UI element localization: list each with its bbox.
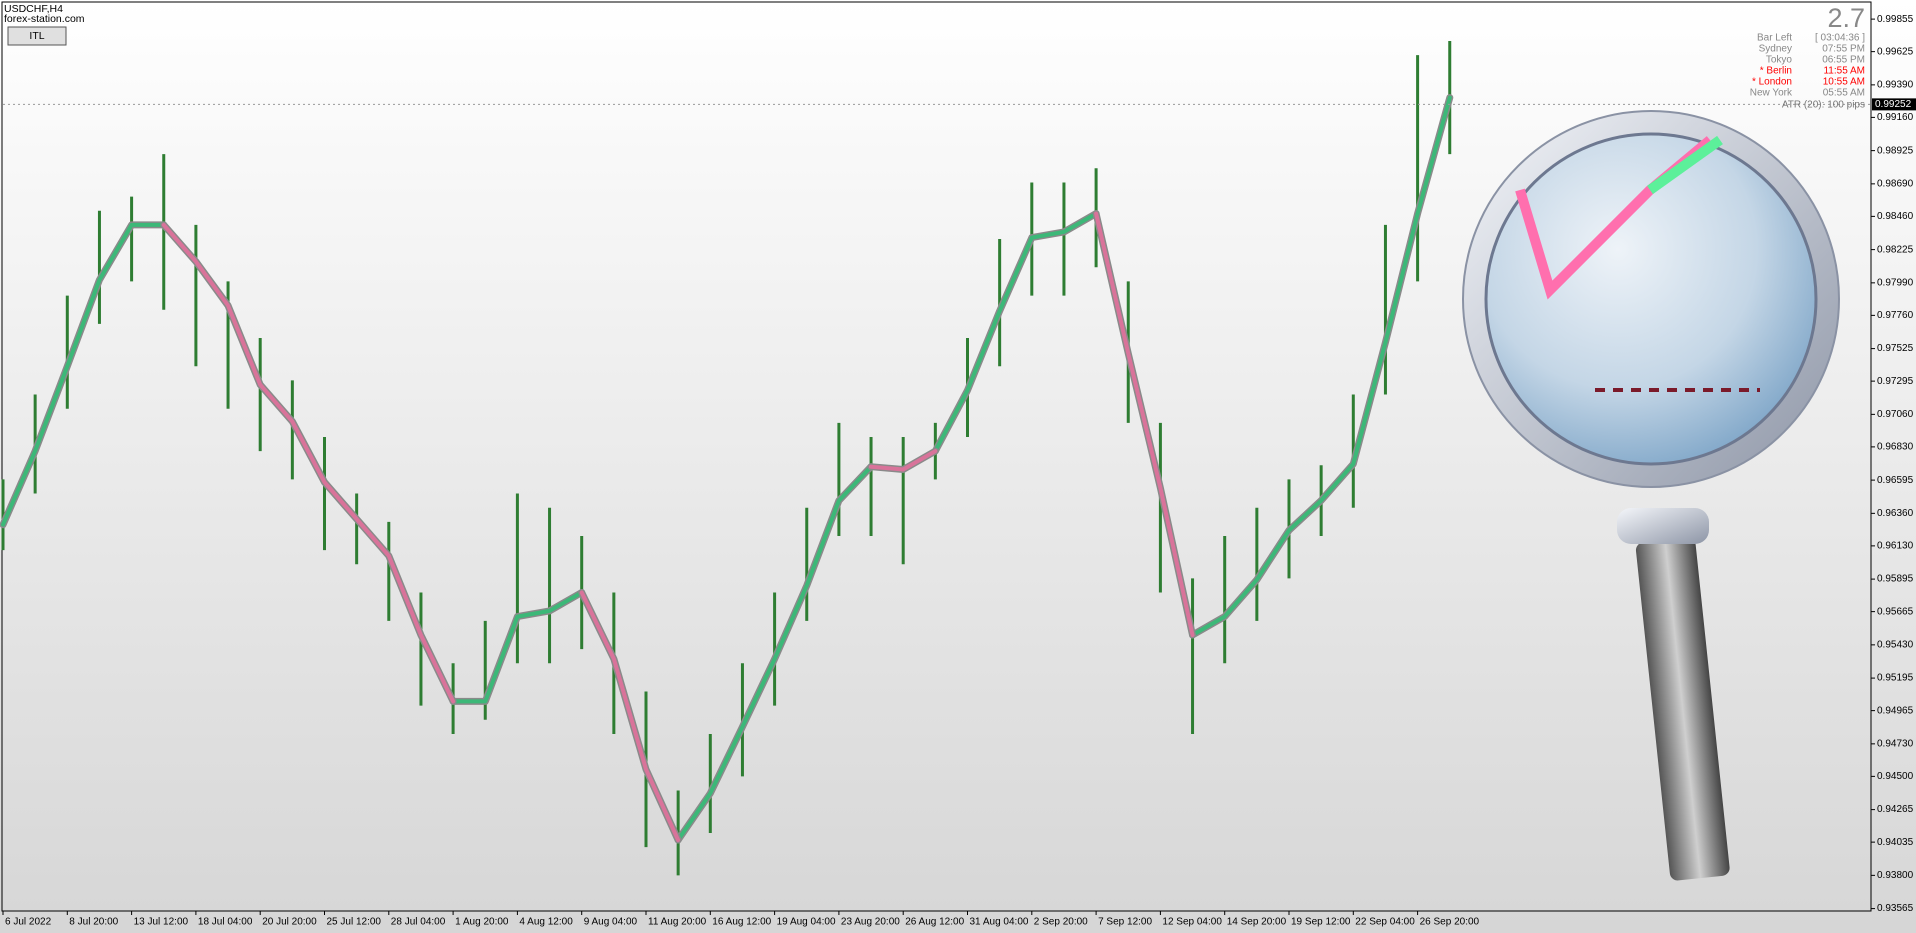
symbol: USDCHF,H4 [4, 3, 63, 15]
info-label: * London [1752, 77, 1792, 88]
y-tick-label: 0.95665 [1877, 606, 1914, 617]
magnifier [1462, 110, 1840, 881]
magnifier-lens [1484, 132, 1818, 466]
y-tick-label: 0.96360 [1877, 508, 1914, 519]
itl-button-label[interactable]: ITL [29, 30, 44, 42]
info-label: Sydney [1759, 44, 1792, 55]
x-tick-label: 4 Aug 12:00 [519, 917, 573, 928]
y-tick-label: 0.97990 [1877, 277, 1914, 288]
x-tick-label: 14 Sep 20:00 [1227, 917, 1287, 928]
x-tick-label: 26 Aug 12:00 [905, 917, 964, 928]
x-tick-label: 1 Aug 20:00 [455, 917, 509, 928]
y-tick-label: 0.99390 [1877, 80, 1914, 91]
y-tick-label: 0.94265 [1877, 804, 1914, 815]
y-tick-label: 0.94035 [1877, 837, 1914, 848]
plot-frame [1, 1, 1872, 912]
x-tick-label: 6 Jul 2022 [5, 917, 52, 928]
magnifier-collar [1617, 508, 1709, 544]
x-tick-label: 8 Jul 20:00 [69, 917, 118, 928]
y-tick-label: 0.98690 [1877, 178, 1914, 189]
atr: ATR (20): 100 pips [1782, 100, 1865, 111]
y-tick-label: 0.99855 [1877, 14, 1914, 25]
info-value: 05:55 AM [1823, 88, 1865, 99]
x-tick-label: 19 Sep 12:00 [1291, 917, 1351, 928]
y-tick-label: 0.93800 [1877, 870, 1914, 881]
y-tick-label: 0.95195 [1877, 673, 1914, 684]
x-tick-label: 20 Jul 20:00 [262, 917, 317, 928]
trend-line [161, 211, 1195, 842]
itl-button[interactable] [7, 26, 67, 46]
y-tick-label: 0.97295 [1877, 376, 1914, 387]
y-tick-label: 0.94500 [1877, 771, 1914, 782]
plot-area [0, 41, 1871, 876]
y-tick-label: 0.95895 [1877, 574, 1914, 585]
info-label: Bar Left [1757, 33, 1792, 44]
x-tick-label: 22 Sep 04:00 [1355, 917, 1415, 928]
info-label: * Berlin [1760, 66, 1792, 77]
y-tick-label: 0.98225 [1877, 244, 1914, 255]
magnifier-handle [1635, 537, 1730, 881]
x-tick-label: 19 Aug 04:00 [777, 917, 836, 928]
site: forex-station.com [4, 13, 85, 25]
info-label: Tokyo [1766, 55, 1793, 66]
x-tick-label: 13 Jul 12:00 [134, 917, 189, 928]
info-value: [ 03:04:36 ] [1815, 33, 1865, 44]
info-label: New York [1750, 88, 1793, 99]
x-tick-label: 12 Sep 04:00 [1162, 917, 1222, 928]
y-tick-label: 0.96830 [1877, 442, 1914, 453]
y-tick-label: 0.99625 [1877, 46, 1914, 57]
y-tick-label: 0.96595 [1877, 475, 1914, 486]
info-value: 07:55 PM [1822, 44, 1865, 55]
info-value: 11:55 AM [1823, 66, 1865, 77]
x-tick-label: 16 Aug 12:00 [712, 917, 771, 928]
y-tick-label: 0.94965 [1877, 705, 1914, 716]
y-tick-label: 0.97525 [1877, 343, 1914, 354]
x-tick-label: 26 Sep 20:00 [1420, 917, 1480, 928]
lens-decoration [1647, 135, 1723, 195]
x-tick-label: 9 Aug 04:00 [584, 917, 638, 928]
y-tick-label: 0.98460 [1877, 211, 1914, 222]
x-tick-label: 7 Sep 12:00 [1098, 917, 1152, 928]
y-tick-label: 0.94730 [1877, 738, 1914, 749]
y-tick-label: 0.95430 [1877, 640, 1914, 651]
x-tick-label: 18 Jul 04:00 [198, 917, 253, 928]
x-tick-label: 28 Jul 04:00 [391, 917, 446, 928]
y-tick-label: 0.98925 [1877, 145, 1914, 156]
x-tick-label: 23 Aug 20:00 [841, 917, 900, 928]
info-value: 10:55 AM [1823, 77, 1865, 88]
x-tick-label: 25 Jul 12:00 [327, 917, 382, 928]
y-tick-label: 0.97060 [1877, 409, 1914, 420]
x-tick-label: 11 Aug 20:00 [648, 917, 707, 928]
y-tick-label: 0.97760 [1877, 310, 1914, 321]
y-tick-label: 0.96130 [1877, 541, 1914, 552]
last-price-label: 0.99252 [1875, 99, 1912, 110]
y-tick-label: 0.99160 [1877, 112, 1914, 123]
x-tick-label: 31 Aug 04:00 [970, 917, 1029, 928]
trend-line [1, 95, 1452, 842]
x-tick-label: 2 Sep 20:00 [1034, 917, 1088, 928]
last-price-box [1872, 98, 1916, 111]
y-tick-label: 0.93565 [1877, 903, 1914, 914]
spread: 2.7 [1827, 3, 1865, 33]
info-value: 06:55 PM [1822, 55, 1865, 66]
